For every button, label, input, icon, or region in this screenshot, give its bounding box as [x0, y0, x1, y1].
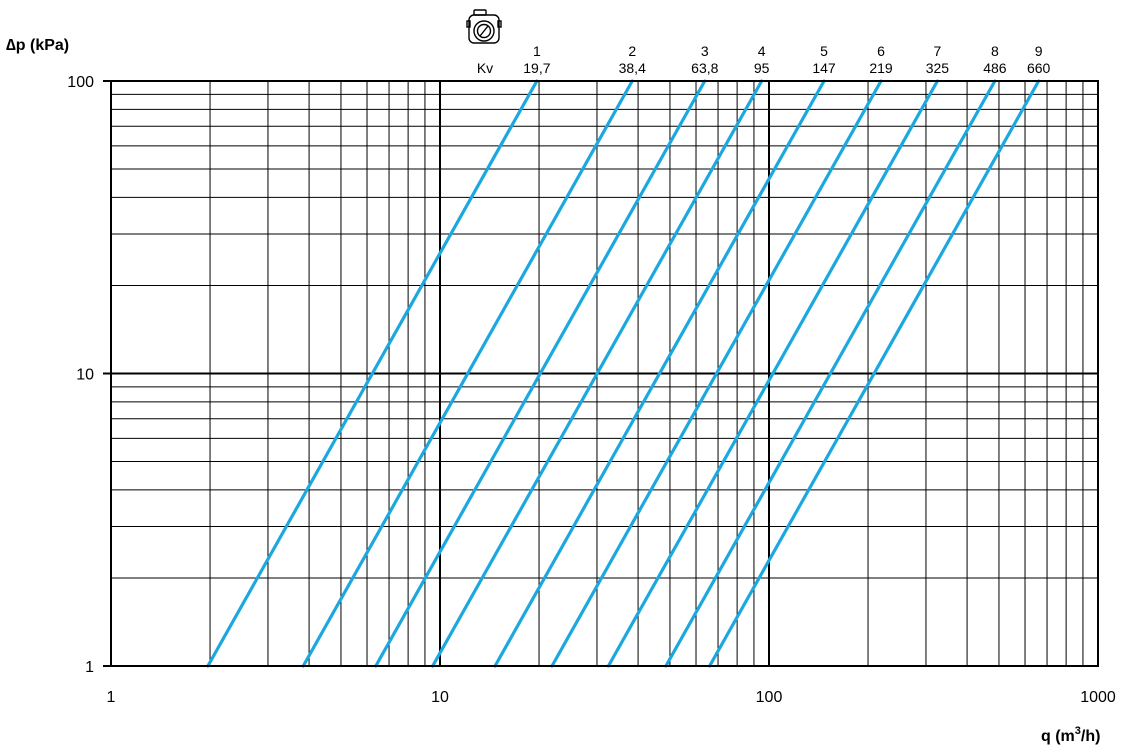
y-tick-label: 100	[67, 74, 94, 91]
y-tick-label: 1	[85, 659, 94, 676]
series-lines	[206, 79, 1041, 668]
series-kv-label: 95	[754, 60, 770, 76]
y-tick-labels: 1 10 100	[67, 74, 94, 676]
series-number-label: 5	[820, 43, 828, 59]
x-tick-label: 1	[107, 689, 116, 706]
y-tick-label: 10	[76, 367, 94, 384]
series-kv-label: 38,4	[619, 60, 646, 76]
x-axis-label: q (m3/h)	[1041, 725, 1100, 745]
x-tick-label: 100	[756, 689, 783, 706]
kv-header: Kv	[477, 60, 493, 76]
series-line-4	[431, 79, 764, 668]
series-line-1	[206, 79, 539, 668]
x-tick-label: 10	[431, 689, 449, 706]
series-kv-label: 486	[983, 60, 1007, 76]
x-tick-labels: 1 10 100 1000	[107, 689, 1116, 706]
series-number-label: 2	[628, 43, 636, 59]
series-number-label: 8	[991, 43, 999, 59]
series-kv-label: 63,8	[691, 60, 718, 76]
series-line-2	[301, 79, 634, 668]
series-line-7	[606, 79, 940, 668]
plot-frame	[110, 80, 1099, 667]
series-line-9	[708, 79, 1041, 668]
series-number-label: 9	[1035, 43, 1043, 59]
series-line-5	[493, 79, 826, 668]
series-kv-label: 147	[812, 60, 836, 76]
series-line-6	[550, 79, 883, 668]
series-number-label: 7	[934, 43, 942, 59]
series-number-label: 1	[533, 43, 541, 59]
series-kv-label: 325	[926, 60, 950, 76]
y-axis-label: ∆p (kPa)	[6, 37, 69, 54]
series-line-3	[374, 79, 707, 668]
series-number-label: 4	[758, 43, 766, 59]
x-tick-label: 1000	[1080, 689, 1116, 706]
series-number-label: 6	[877, 43, 885, 59]
series-kv-label: 660	[1027, 60, 1051, 76]
valve-actuator-icon	[466, 9, 502, 44]
series-line-8	[664, 79, 997, 668]
series-kv-label: 19,7	[523, 60, 550, 76]
series-number-label: 3	[701, 43, 709, 59]
series-kv-label: 219	[869, 60, 893, 76]
